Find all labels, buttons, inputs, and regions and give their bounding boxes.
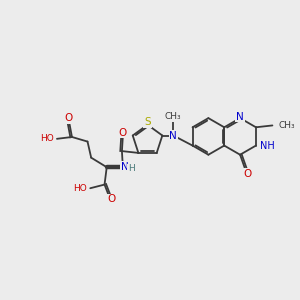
Text: S: S [144, 117, 151, 127]
Text: O: O [64, 113, 73, 123]
Text: O: O [118, 128, 126, 138]
Text: N: N [236, 112, 244, 122]
Text: N: N [169, 130, 177, 140]
Text: O: O [243, 169, 251, 179]
Text: H: H [128, 164, 134, 173]
Text: O: O [107, 194, 115, 204]
Text: NH: NH [260, 141, 275, 151]
Text: CH₃: CH₃ [164, 112, 181, 121]
Text: HO: HO [40, 134, 54, 143]
Text: N: N [121, 162, 129, 172]
Text: HO: HO [73, 184, 87, 193]
Text: CH₃: CH₃ [279, 121, 296, 130]
